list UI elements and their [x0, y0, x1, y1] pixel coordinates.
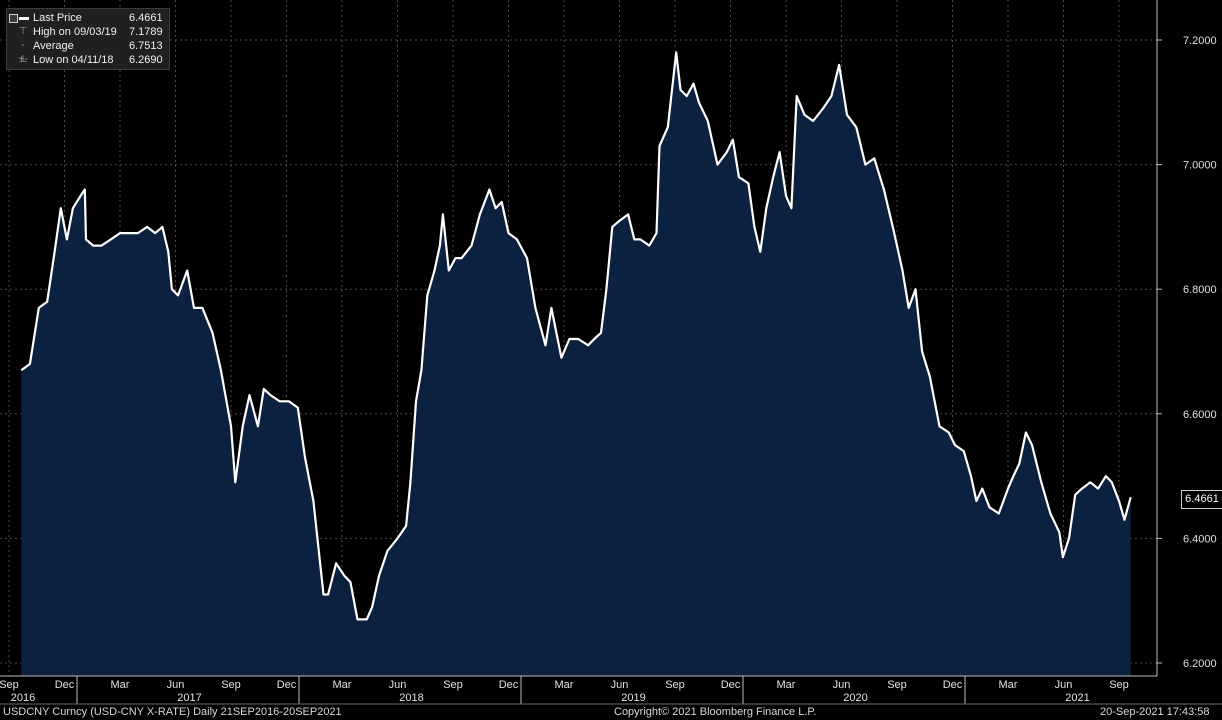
- x-month-label: Sep: [1109, 679, 1129, 691]
- x-month-label: Sep: [443, 679, 463, 691]
- legend-value: 6.2690: [129, 54, 163, 66]
- x-month-label: Dec: [499, 679, 519, 691]
- high-marker-icon: ⊤: [18, 26, 28, 37]
- x-month-label: Sep: [0, 679, 19, 691]
- y-tick-label: 6.8000: [1183, 284, 1217, 296]
- legend-line-icon: ▬: [19, 12, 29, 23]
- chart-legend: ▬ Last Price 6.4661 ⊤ High on 09/03/19 7…: [6, 8, 170, 70]
- y-tick-label: 7.0000: [1183, 160, 1217, 172]
- x-month-label: Dec: [55, 679, 75, 691]
- x-year-label: 2019: [621, 692, 645, 704]
- legend-label: Last Price: [33, 12, 82, 24]
- y-tick-label: 6.6000: [1183, 409, 1217, 421]
- footer-security: USDCNY Curncy (USD-CNY X-RATE) Daily 21S…: [3, 706, 342, 718]
- y-tick-label: 7.2000: [1183, 35, 1217, 47]
- legend-high: ⊤ High on 09/03/19 7.1789: [7, 25, 169, 39]
- x-month-label: Jun: [833, 679, 851, 691]
- x-month-label: Dec: [721, 679, 741, 691]
- x-axis-labels: Sep Dec Mar Jun Sep Dec Mar Jun Sep Dec Mar Jun Sep D…: [0, 679, 1129, 704]
- y-tick-label: 6.4000: [1183, 533, 1217, 545]
- legend-last-price: ▬ Last Price 6.4661: [7, 11, 169, 25]
- x-month-label: Jun: [1055, 679, 1073, 691]
- legend-average: -+- Average 6.7513: [7, 39, 169, 65]
- legend-value: 6.4661: [129, 12, 163, 24]
- x-month-label: Mar: [999, 679, 1018, 691]
- x-month-label: Mar: [333, 679, 352, 691]
- x-month-label: Dec: [943, 679, 963, 691]
- y-tick-label: 6.2000: [1183, 658, 1217, 670]
- x-month-label: Jun: [611, 679, 629, 691]
- y-axis-labels: 6.2000 6.4000 6.6000 6.8000 7.0000 7.2000: [1183, 35, 1217, 670]
- legend-label: Average: [33, 40, 74, 52]
- legend-low: ⊥ Low on 04/11/18 6.2690: [7, 53, 169, 67]
- x-month-label: Jun: [167, 679, 185, 691]
- x-year-label: 2016: [11, 692, 35, 704]
- last-price-tag: 6.4661: [1181, 490, 1222, 509]
- legend-value: 7.1789: [129, 26, 163, 38]
- x-month-label: Mar: [555, 679, 574, 691]
- x-month-label: Sep: [887, 679, 907, 691]
- x-month-label: Mar: [777, 679, 796, 691]
- low-marker-icon: ⊥: [18, 54, 28, 65]
- footer-timestamp: 20-Sep-2021 17:43:58: [1100, 706, 1210, 718]
- average-marker-icon: -+-: [18, 40, 28, 65]
- legend-toggle-icon[interactable]: [9, 14, 18, 23]
- axes: [0, 0, 1222, 705]
- x-year-label: 2018: [399, 692, 423, 704]
- price-area: [21, 52, 1131, 676]
- legend-label: High on 09/03/19: [33, 26, 117, 38]
- price-line: [20, 51, 1132, 621]
- x-month-label: Jun: [389, 679, 407, 691]
- footer-copyright: Copyright© 2021 Bloomberg Finance L.P.: [614, 706, 817, 718]
- x-month-label: Sep: [665, 679, 685, 691]
- x-month-label: Sep: [221, 679, 241, 691]
- x-year-label: 2017: [177, 692, 201, 704]
- x-year-label: 2021: [1065, 692, 1089, 704]
- legend-value: 6.7513: [129, 40, 163, 52]
- x-month-label: Mar: [111, 679, 130, 691]
- legend-label: Low on 04/11/18: [33, 54, 114, 66]
- x-month-label: Dec: [277, 679, 297, 691]
- x-year-label: 2020: [843, 692, 867, 704]
